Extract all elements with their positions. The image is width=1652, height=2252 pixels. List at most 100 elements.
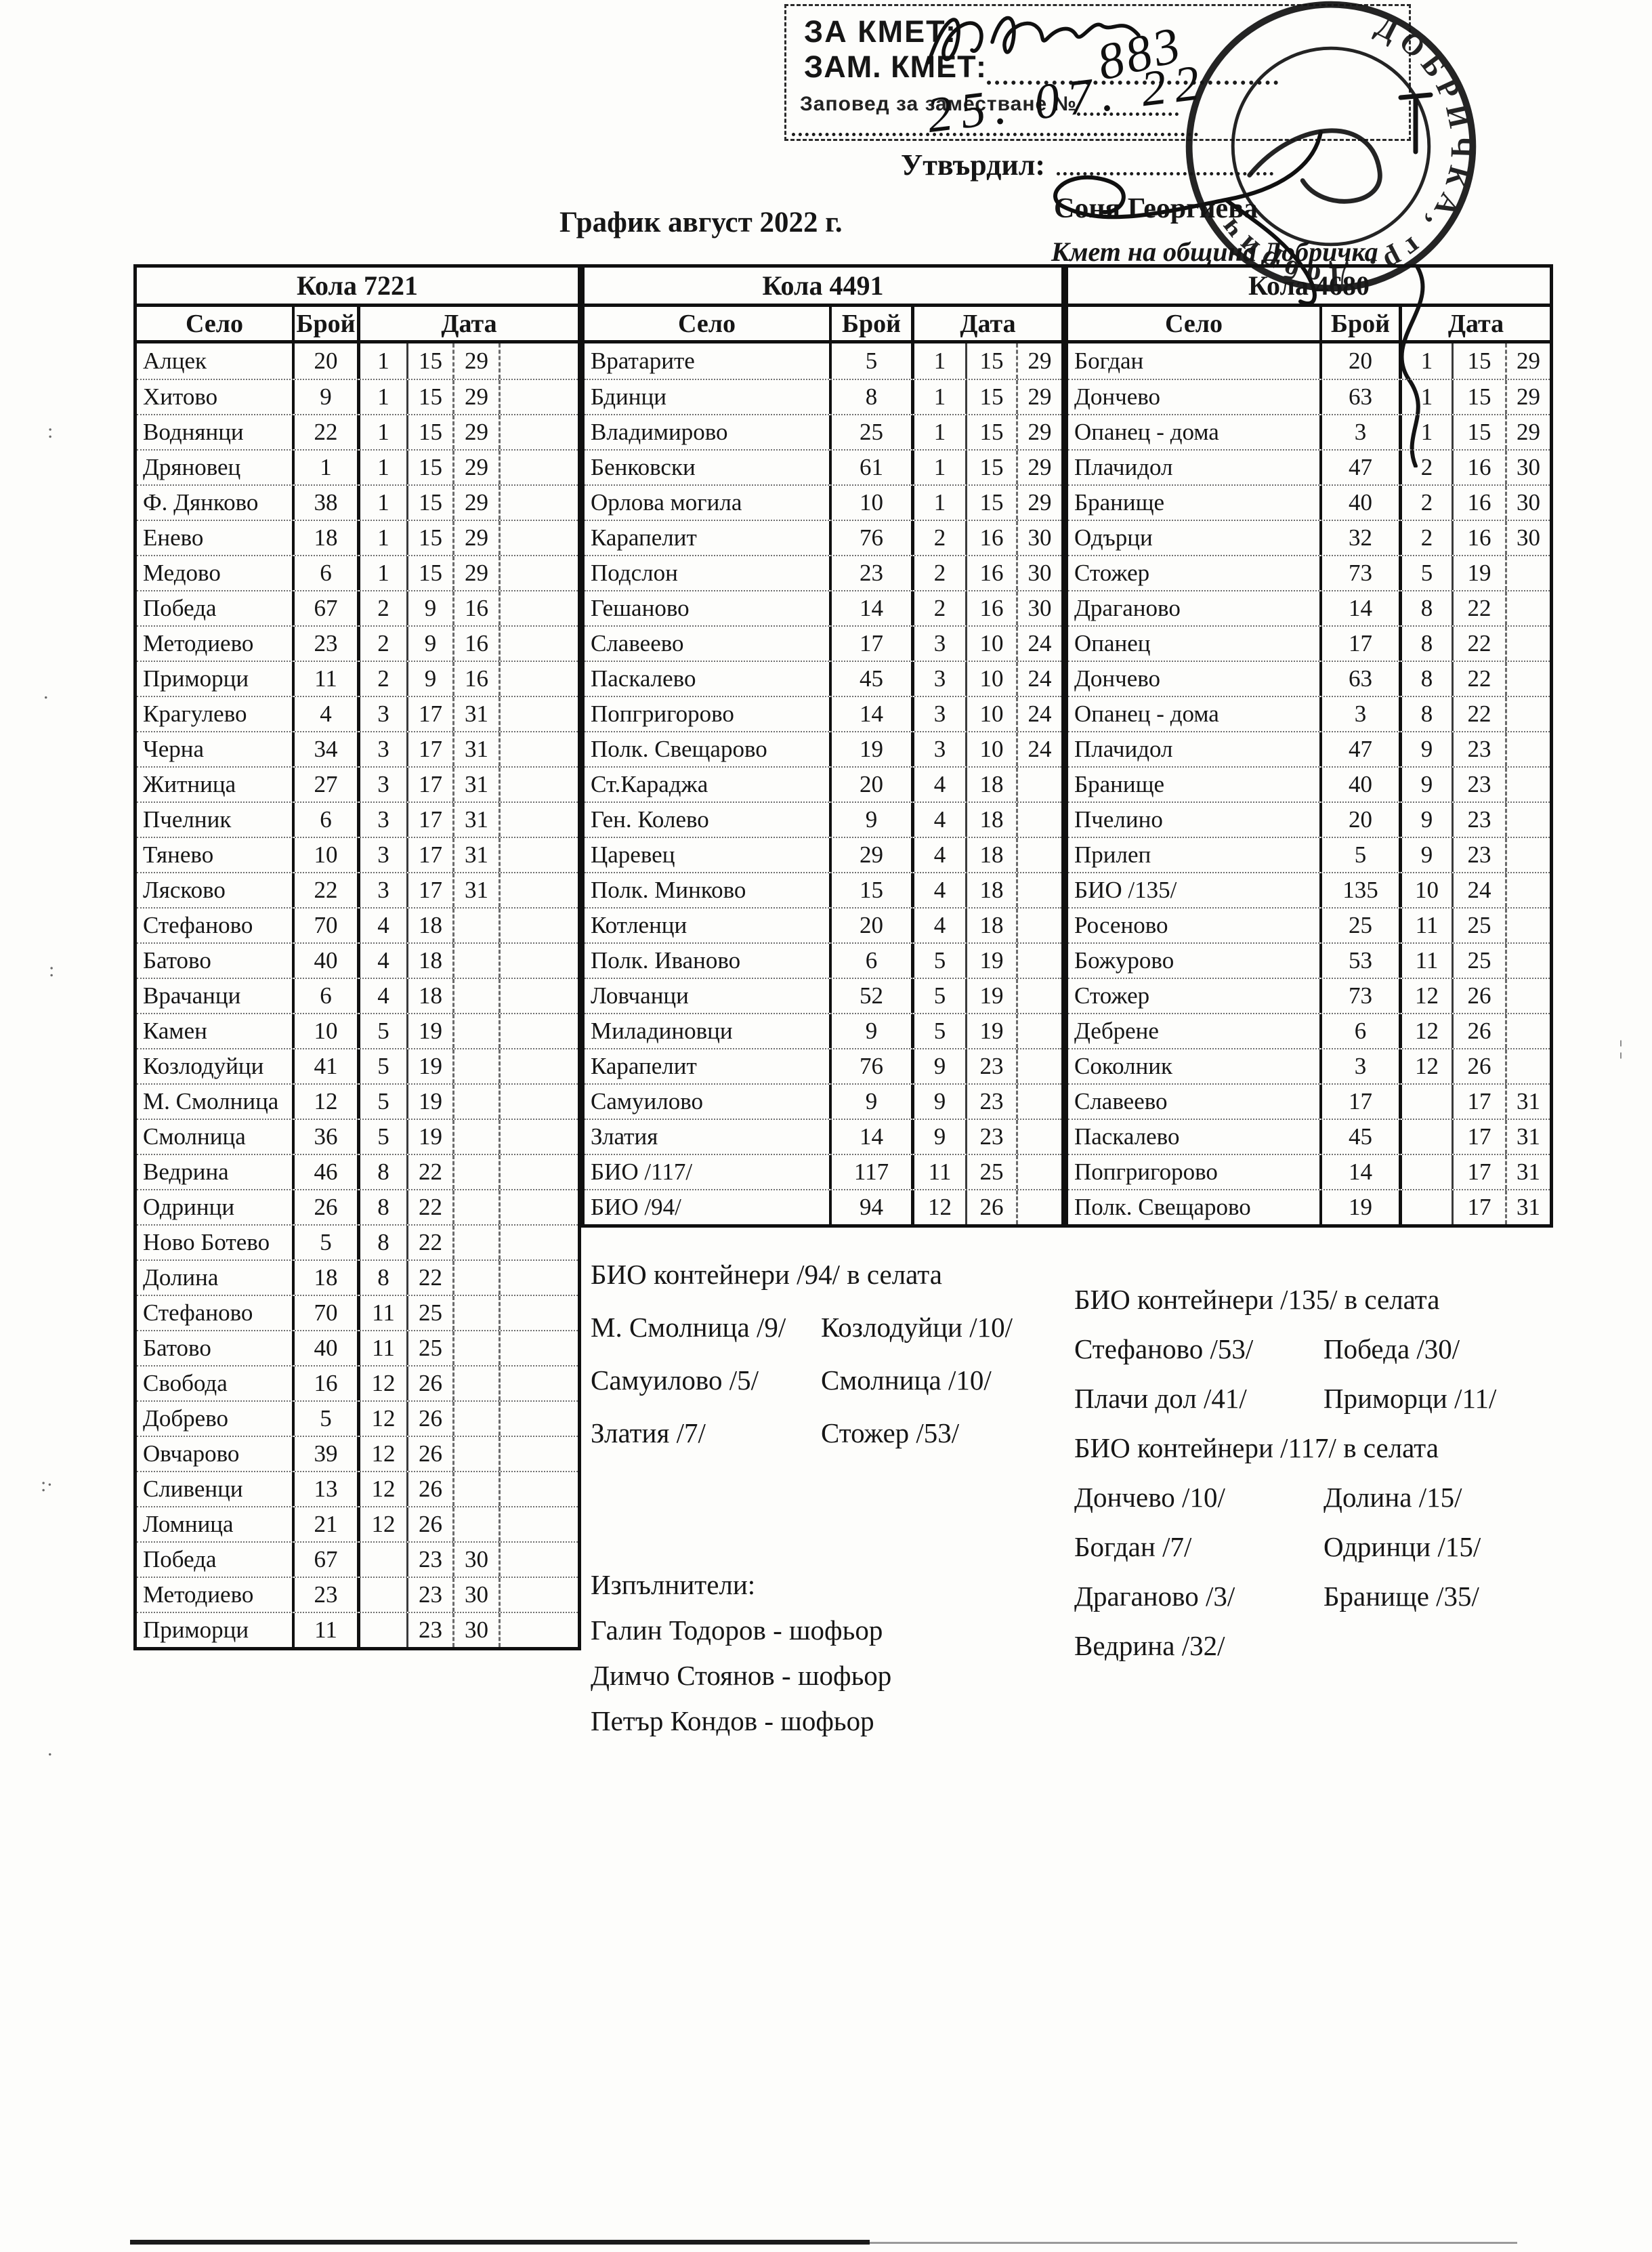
date-cell [1016,909,1061,942]
substitution-stamp-box: ЗА КМЕТ: ЗАМ. КМЕТ: Заповед за заместван… [784,4,1411,141]
count-cell: 20 [295,343,360,379]
village-cell: Приморци [137,662,295,696]
date-cell: 23 [1452,838,1505,872]
date-cell [499,909,578,942]
count-cell: 6 [295,803,360,837]
date-cell [499,1226,578,1259]
date-cell: 30 [1505,451,1550,484]
village-cell: Стефаново [137,909,295,942]
date-cell: 9 [1420,736,1433,762]
date-cell [1402,1085,1452,1119]
date-cell: 15 [406,486,452,520]
village-cell: Алцек [137,343,295,379]
table-row: Стожер 73 5 19 [1068,555,1550,590]
date-cell: 17 [406,732,452,766]
note-item: Самуилово /5/ [591,1364,759,1396]
date-cell [1016,1085,1061,1119]
village-cell: Камен [137,1014,295,1048]
village-cell: Стожер [1068,979,1322,1013]
count-cell: 23 [295,627,360,661]
table-row: Приморци 11 23 30 [137,1612,578,1647]
date-cell: 5 [377,1123,389,1150]
count-cell: 70 [295,909,360,942]
date-cell: 9 [406,591,452,625]
date-cell: 15 [1452,380,1505,414]
date-cell: 23 [965,1120,1016,1154]
table-row: Одърци 32 2 16 30 [1068,520,1550,555]
note-heading: БИО контейнери /117/ в селата [1074,1432,1439,1463]
date-cell: 29 [1016,451,1061,484]
date-cell: 11 [372,1335,395,1361]
table-title: Кола 4680 [1068,268,1550,307]
village-cell: Приморци [137,1613,295,1647]
stamp-line-zam-kmet: ЗАМ. КМЕТ: [804,49,1279,85]
date-cell [499,1049,578,1083]
date-cell: 10 [965,627,1016,661]
date-cell [1016,1049,1061,1083]
count-cell: 34 [295,732,360,766]
date-cell [1505,627,1550,661]
count-cell: 14 [832,1120,914,1154]
date-cell: 4 [377,947,389,974]
date-cell: 23 [406,1613,452,1647]
date-cell: 16 [452,627,499,661]
date-cell: 22 [1452,662,1505,696]
count-cell: 16 [295,1367,360,1400]
date-cell: 26 [406,1472,452,1506]
village-cell: Стефаново [137,1296,295,1330]
table-row: Камен 10 5 19 [137,1013,578,1048]
village-cell: Опанец - дома [1068,415,1322,449]
table-row: Житница 27 3 17 31 [137,766,578,801]
date-cell: 16 [965,521,1016,555]
village-cell: Добрево [137,1402,295,1436]
date-cell: 5 [377,1018,389,1044]
scan-noise: ¦ [1619,1037,1624,1059]
date-cell [499,1190,578,1224]
village-cell: М. Смолница [137,1085,295,1119]
table-row: Свобода 16 12 26 [137,1365,578,1400]
note-item: Победа /30/ [1323,1333,1460,1364]
date-cell [1505,662,1550,696]
village-cell: Плачидол [1068,451,1322,484]
count-cell: 6 [295,979,360,1013]
note-line: Ведрина /32/ [1074,1621,1496,1671]
date-cell: 18 [965,909,1016,942]
date-cell: 29 [1505,380,1550,414]
date-cell: 30 [452,1543,499,1577]
count-cell: 52 [832,979,914,1013]
table-row: Пчелино 20 9 23 [1068,801,1550,837]
official-seal: ДОБРИЧКА, гр. Добрич [1185,0,1506,322]
date-cell: 2 [933,524,946,551]
date-cell: 15 [406,521,452,555]
date-cell [1016,1014,1061,1048]
count-cell: 38 [295,486,360,520]
date-cell: 24 [1016,732,1061,766]
date-cell: 3 [377,701,389,727]
column-header-date: Дата [1447,309,1504,338]
date-cell: 31 [1505,1155,1550,1189]
date-cell: 29 [452,343,499,379]
date-cell: 17 [406,768,452,801]
date-cell: 30 [1016,591,1061,625]
count-cell: 41 [295,1049,360,1083]
date-cell [452,1190,499,1224]
date-cell [499,1085,578,1119]
date-cell: 15 [406,380,452,414]
count-cell: 14 [832,591,914,625]
count-cell: 20 [1322,343,1402,379]
date-cell [499,1472,578,1506]
note-item: Козлодуйци /10/ [821,1312,1013,1343]
note-item: Смолница /10/ [821,1364,992,1396]
date-cell: 9 [933,1053,946,1079]
date-cell: 23 [1452,732,1505,766]
date-cell: 24 [1452,873,1505,907]
date-cell: 23 [965,1085,1016,1119]
date-cell [452,1367,499,1400]
date-cell [499,803,578,837]
date-cell [499,873,578,907]
executor-item: Димчо Стоянов - шофьор [591,1660,892,1691]
date-cell: 2 [377,665,389,692]
executor-item: Галин Тодоров - шофьор [591,1614,883,1646]
date-cell [360,1613,406,1647]
village-cell: Попгригорово [1068,1155,1322,1189]
